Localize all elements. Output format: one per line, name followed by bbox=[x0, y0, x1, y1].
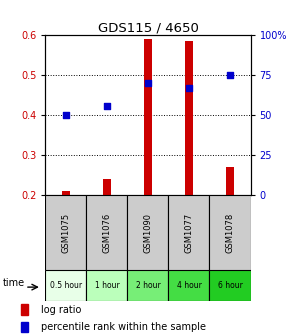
Bar bbox=[62, 191, 70, 195]
Point bbox=[64, 112, 68, 118]
Bar bbox=[209, 270, 251, 301]
Point bbox=[187, 85, 191, 91]
Bar bbox=[168, 195, 209, 270]
Text: 1 hour: 1 hour bbox=[95, 281, 119, 290]
Bar bbox=[103, 179, 111, 195]
Bar bbox=[45, 270, 86, 301]
Bar bbox=[185, 41, 193, 195]
Bar bbox=[127, 270, 168, 301]
Text: GSM1075: GSM1075 bbox=[62, 213, 70, 253]
Text: time: time bbox=[2, 278, 24, 288]
Bar bbox=[86, 195, 127, 270]
Title: GDS115 / 4650: GDS115 / 4650 bbox=[98, 21, 198, 34]
Bar bbox=[21, 322, 28, 333]
Bar bbox=[144, 39, 152, 195]
Text: 2 hour: 2 hour bbox=[136, 281, 160, 290]
Bar bbox=[127, 195, 168, 270]
Text: 6 hour: 6 hour bbox=[218, 281, 242, 290]
Text: 4 hour: 4 hour bbox=[177, 281, 201, 290]
Point bbox=[146, 81, 150, 86]
Text: log ratio: log ratio bbox=[41, 304, 81, 314]
Text: percentile rank within the sample: percentile rank within the sample bbox=[41, 322, 206, 332]
Bar bbox=[168, 270, 209, 301]
Bar bbox=[21, 304, 28, 315]
Text: GSM1078: GSM1078 bbox=[226, 213, 234, 253]
Point bbox=[105, 103, 109, 108]
Text: GSM1076: GSM1076 bbox=[103, 213, 111, 253]
Text: GSM1090: GSM1090 bbox=[144, 213, 152, 253]
Point bbox=[228, 73, 232, 78]
Bar bbox=[86, 270, 127, 301]
Bar bbox=[209, 195, 251, 270]
Text: GSM1077: GSM1077 bbox=[185, 213, 193, 253]
Bar bbox=[45, 195, 86, 270]
Text: 0.5 hour: 0.5 hour bbox=[50, 281, 82, 290]
Bar bbox=[226, 167, 234, 195]
